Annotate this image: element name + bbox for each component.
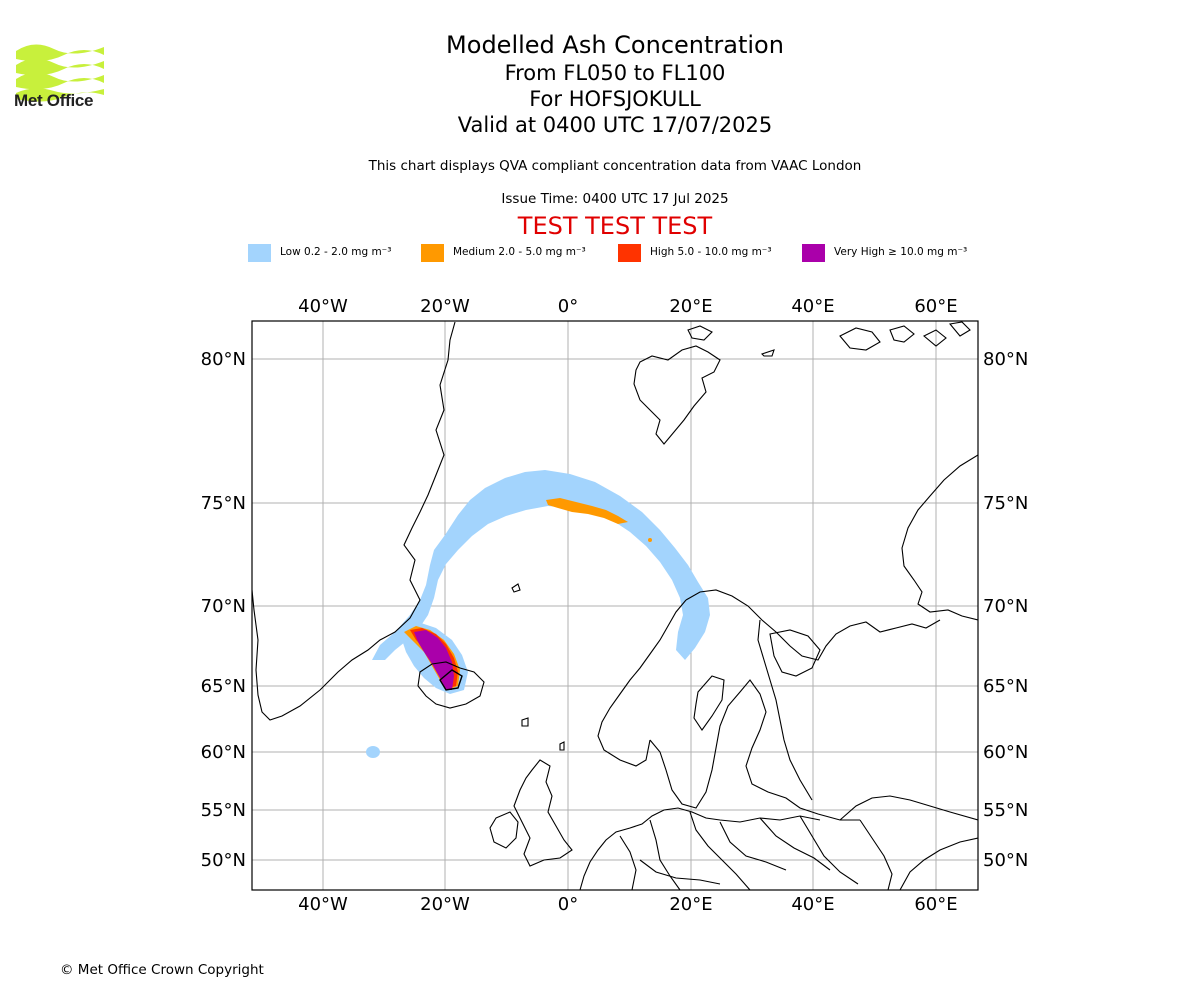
lon-label-bottom: 0°	[558, 894, 578, 915]
legend-label-high: High 5.0 - 10.0 mg m⁻³	[650, 246, 772, 258]
title-block: Modelled Ash Concentration From FL050 to…	[365, 30, 865, 138]
lat-label-right: 65°N	[983, 676, 1028, 697]
lon-label-bottom: 60°E	[914, 894, 957, 915]
flight-levels: From FL050 to FL100	[504, 61, 726, 85]
map-frame	[251, 320, 979, 891]
copyright-notice: © Met Office Crown Copyright	[60, 962, 264, 978]
volcano-name: For HOFSJOKULL	[529, 87, 701, 111]
lon-label-top: 40°E	[791, 296, 834, 317]
lon-label-top: 20°E	[669, 296, 712, 317]
lat-label-left: 60°N	[201, 742, 246, 763]
lat-label-left: 70°N	[201, 596, 246, 617]
chart-description: This chart displays QVA compliant concen…	[368, 158, 862, 174]
lat-label-right: 80°N	[983, 349, 1028, 370]
legend-label-medium: Medium 2.0 - 5.0 mg m⁻³	[453, 246, 586, 258]
map-content	[252, 321, 978, 890]
gridlines	[252, 321, 978, 890]
lat-label-left: 55°N	[201, 800, 246, 821]
legend-swatch-high	[618, 244, 641, 262]
legend-swatch-medium	[421, 244, 444, 262]
chart-title: Modelled Ash Concentration	[446, 31, 784, 59]
lat-label-right: 70°N	[983, 596, 1028, 617]
valid-time: Valid at 0400 UTC 17/07/2025	[457, 113, 773, 137]
ash-very-high-concentration	[414, 630, 454, 690]
lon-label-top: 60°E	[914, 296, 957, 317]
lat-label-right: 50°N	[983, 850, 1028, 871]
latitude-labels: 80°N 75°N 70°N 65°N 60°N 55°N 50°N 80°N …	[201, 349, 1029, 871]
test-banner: TEST TEST TEST	[517, 212, 713, 240]
lon-label-top: 0°	[558, 296, 578, 317]
lat-label-right: 60°N	[983, 742, 1028, 763]
lat-label-right: 55°N	[983, 800, 1028, 821]
lat-label-left: 50°N	[201, 850, 246, 871]
legend-swatch-low	[248, 244, 271, 262]
issue-time: Issue Time: 0400 UTC 17 Jul 2025	[501, 191, 729, 207]
met-office-logo-icon	[16, 44, 104, 102]
lat-label-right: 75°N	[983, 493, 1028, 514]
lon-label-top: 20°W	[420, 296, 470, 317]
coastlines	[252, 321, 978, 890]
legend-swatch-very-high	[802, 244, 825, 262]
lon-label-bottom: 20°E	[669, 894, 712, 915]
legend-label-low: Low 0.2 - 2.0 mg m⁻³	[280, 246, 392, 258]
legend-label-very-high: Very High ≥ 10.0 mg m⁻³	[834, 246, 968, 258]
logo-wordmark: Met Office	[14, 91, 94, 110]
lat-label-left: 75°N	[201, 493, 246, 514]
lon-label-bottom: 20°W	[420, 894, 470, 915]
lon-label-top: 40°W	[298, 296, 348, 317]
lat-label-left: 80°N	[201, 349, 246, 370]
ash-low-concentration	[366, 470, 710, 758]
lon-label-bottom: 40°W	[298, 894, 348, 915]
lon-label-bottom: 40°E	[791, 894, 834, 915]
lat-label-left: 65°N	[201, 676, 246, 697]
longitude-labels: 40°W 20°W 0° 20°E 40°E 60°E 40°W 20°W 0°…	[298, 296, 957, 915]
